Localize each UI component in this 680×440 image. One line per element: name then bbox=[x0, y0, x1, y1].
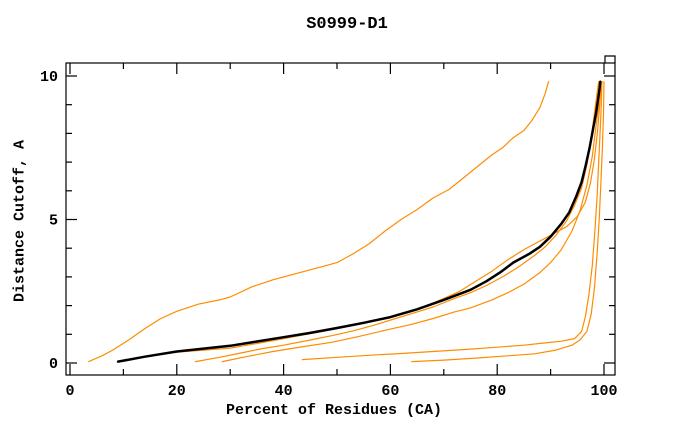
y-tick-label: 10 bbox=[40, 69, 58, 86]
chart-title: S0999-D1 bbox=[306, 15, 388, 34]
series-orange-4 bbox=[221, 81, 603, 363]
x-tick-label: 40 bbox=[275, 383, 293, 400]
y-tick-label: 0 bbox=[49, 356, 58, 373]
x-tick-label: 20 bbox=[168, 383, 186, 400]
corner-notch bbox=[604, 55, 616, 63]
series-orange-flat-2 bbox=[411, 81, 605, 363]
x-tick-label: 60 bbox=[381, 383, 399, 400]
x-tick-label: 0 bbox=[65, 383, 74, 400]
y-tick-label: 5 bbox=[49, 213, 58, 230]
x-tick-label: 80 bbox=[488, 383, 506, 400]
series-orange-steep bbox=[88, 81, 550, 363]
series-orange-2 bbox=[122, 81, 602, 363]
x-tick-label: 100 bbox=[590, 383, 617, 400]
series-orange-flat-1 bbox=[301, 81, 603, 361]
x-axis-label: Percent of Residues (CA) bbox=[225, 402, 443, 419]
series-black-main bbox=[116, 80, 602, 363]
